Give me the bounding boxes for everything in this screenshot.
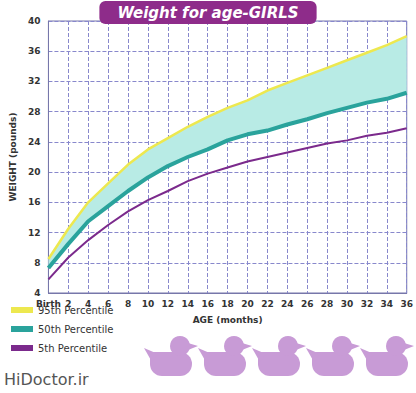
svg-text:16: 16 (201, 299, 214, 309)
svg-text:HiDoctor.ir: HiDoctor.ir (4, 370, 89, 389)
svg-text:40: 40 (28, 16, 41, 26)
svg-text:Weight for age-GIRLS: Weight for age-GIRLS (117, 4, 298, 22)
svg-text:8: 8 (34, 258, 40, 268)
svg-text:16: 16 (28, 197, 41, 207)
svg-text:8: 8 (125, 299, 131, 309)
svg-text:2: 2 (65, 298, 72, 309)
svg-text:36: 36 (400, 299, 413, 309)
svg-text:34: 34 (381, 299, 394, 309)
svg-text:14: 14 (182, 299, 195, 309)
svg-text:28: 28 (321, 299, 334, 309)
svg-text:28: 28 (28, 107, 41, 117)
svg-text:WEIGHT (pounds): WEIGHT (pounds) (8, 112, 18, 201)
svg-text:4: 4 (34, 288, 40, 298)
svg-text:12: 12 (162, 299, 175, 309)
svg-text:5th Percentile: 5th Percentile (38, 343, 107, 354)
svg-text:32: 32 (361, 299, 374, 309)
svg-text:36: 36 (28, 46, 41, 56)
svg-text:50th Percentile: 50th Percentile (38, 324, 114, 335)
svg-text:32: 32 (28, 76, 41, 86)
svg-text:4: 4 (85, 298, 92, 309)
svg-text:95th Percentile: 95th Percentile (38, 305, 114, 316)
svg-text:22: 22 (261, 299, 274, 309)
svg-text:24: 24 (281, 299, 294, 309)
svg-text:10: 10 (142, 299, 155, 309)
svg-text:Birth: Birth (35, 298, 61, 309)
svg-text:6: 6 (105, 298, 112, 309)
svg-text:20: 20 (28, 167, 41, 177)
svg-text:30: 30 (341, 299, 354, 309)
svg-text:20: 20 (241, 299, 254, 309)
svg-text:24: 24 (28, 137, 41, 147)
svg-text:26: 26 (301, 299, 314, 309)
svg-text:AGE (months): AGE (months) (193, 315, 263, 325)
svg-text:18: 18 (221, 299, 234, 309)
svg-text:12: 12 (28, 228, 41, 238)
